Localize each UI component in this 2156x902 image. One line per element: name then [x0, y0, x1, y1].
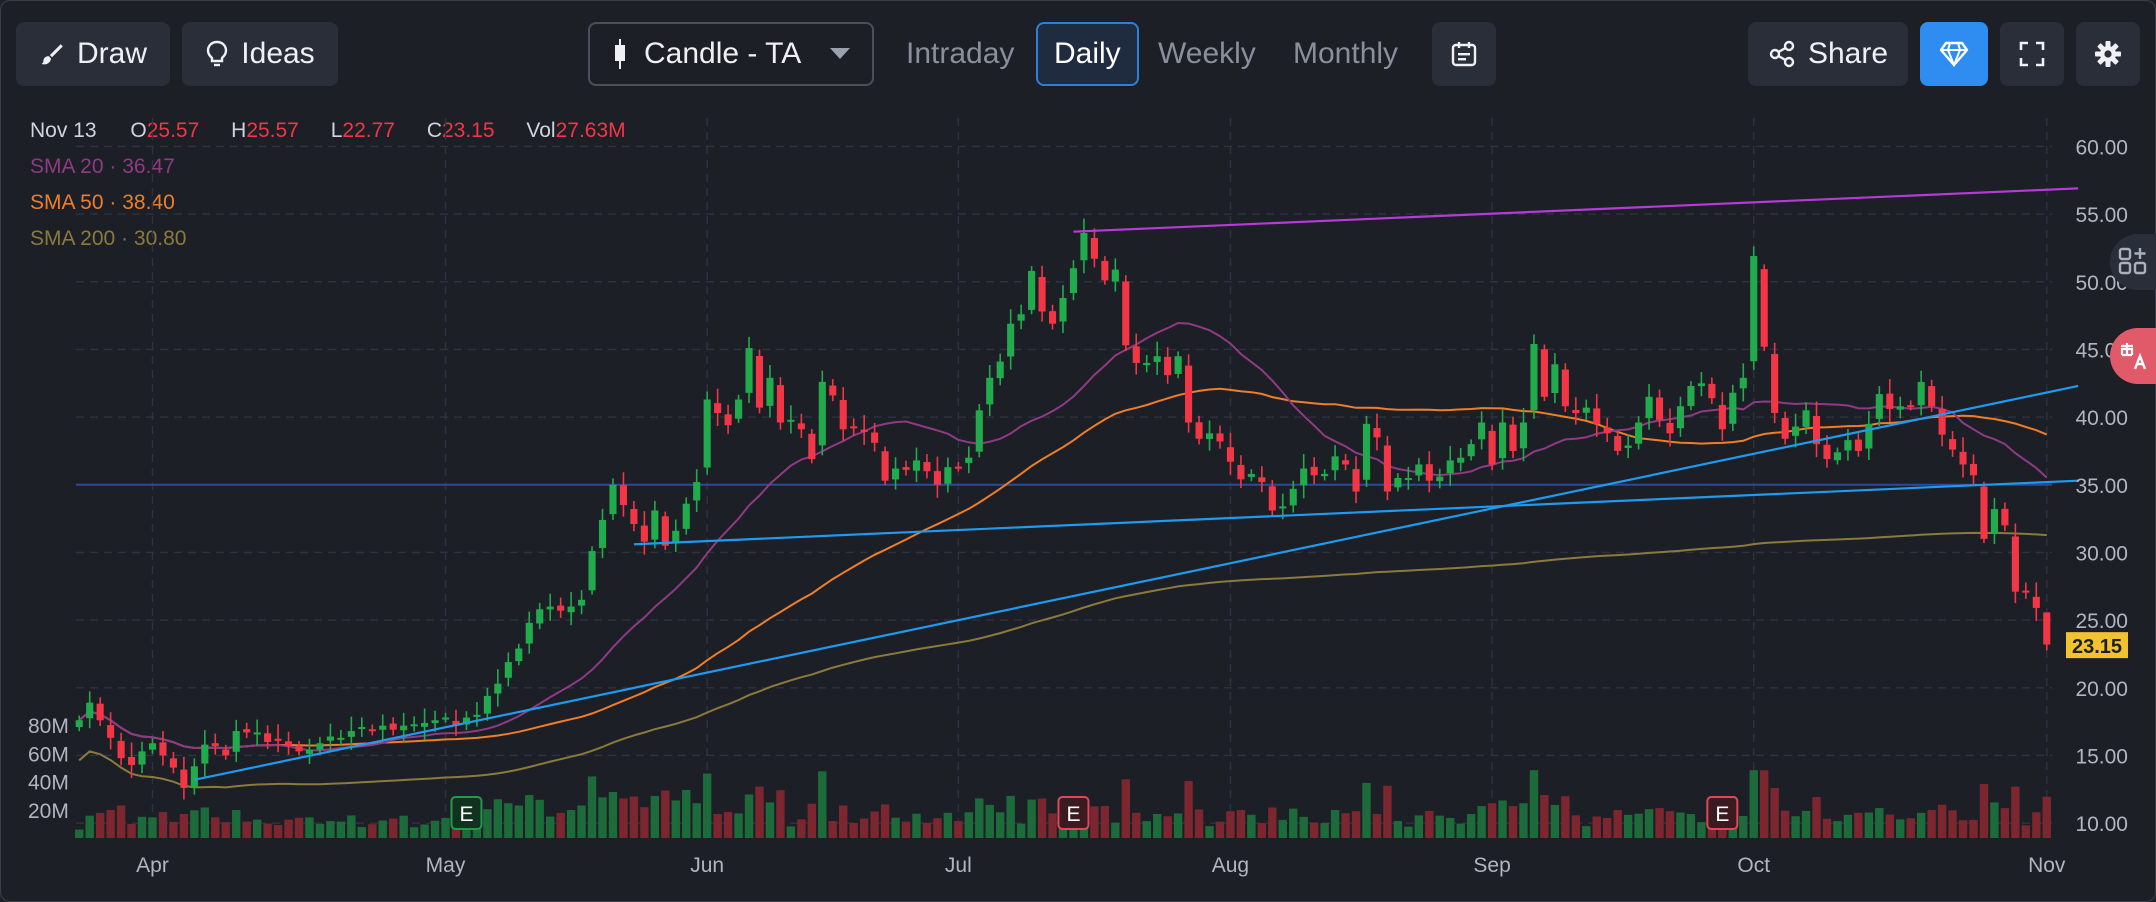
open-label: O	[130, 119, 147, 142]
sma200-value: 30.80	[133, 227, 187, 250]
high-label: H	[231, 119, 247, 142]
upgrade-button[interactable]	[1920, 22, 1988, 86]
translate-side-button[interactable]	[2110, 328, 2156, 384]
sma50-legend[interactable]: SMA 50 · 38.40	[30, 191, 175, 214]
tab-monthly[interactable]: Monthly	[1293, 37, 1399, 70]
diamond-icon	[1939, 41, 1969, 67]
draw-label: Draw	[76, 37, 147, 70]
sma200-legend[interactable]: SMA 200 · 30.80	[30, 227, 187, 250]
layout-side-button[interactable]	[2110, 234, 2156, 290]
sma20-value: 36.47	[122, 155, 175, 178]
low-value: 22.77	[342, 119, 395, 142]
sma50-value: 38.40	[122, 191, 175, 214]
low-label: L	[330, 119, 343, 142]
sma20-label: SMA 20	[30, 155, 104, 178]
brush-icon	[41, 44, 63, 65]
share-label: Share	[1807, 37, 1889, 70]
ideas-button[interactable]: Ideas	[182, 22, 338, 86]
open-value: 25.57	[146, 119, 200, 142]
candle-icon	[615, 39, 625, 69]
calendar-icon	[1451, 42, 1477, 67]
share-icon	[1769, 40, 1795, 68]
share-button[interactable]: Share	[1748, 22, 1908, 86]
tab-intraday[interactable]: Intraday	[906, 37, 1015, 70]
translate-icon	[2120, 343, 2147, 370]
sma50-label: SMA 50	[30, 191, 104, 214]
tab-daily[interactable]: Daily	[1036, 22, 1139, 86]
fullscreen-icon	[2019, 41, 2045, 67]
sma20-legend[interactable]: SMA 20 · 36.47	[30, 155, 175, 178]
volume-label: Vol	[526, 119, 556, 142]
ideas-label: Ideas	[241, 37, 315, 70]
close-value: 23.15	[441, 119, 495, 142]
tab-weekly[interactable]: Weekly	[1158, 37, 1256, 70]
close-label: C	[426, 119, 442, 142]
draw-button[interactable]: Draw	[16, 22, 170, 86]
settings-button[interactable]	[2076, 22, 2140, 86]
grid-add-icon	[2118, 247, 2147, 275]
ohlc-legend: Nov 13 O25.57 H25.57 L22.77 C23.15 Vol27…	[30, 119, 626, 143]
chart-type-label: Candle - TA	[644, 37, 802, 70]
chevron-down-icon	[830, 48, 850, 59]
calendar-button[interactable]	[1432, 22, 1496, 86]
gear-icon	[2095, 41, 2121, 67]
high-value: 25.57	[246, 119, 299, 142]
fullscreen-button[interactable]	[2000, 22, 2064, 86]
sma200-label: SMA 200	[30, 227, 116, 250]
lightbulb-icon	[207, 40, 228, 67]
volume-value: 27.63M	[555, 119, 626, 142]
chart-type-select[interactable]: Candle - TA	[588, 22, 874, 86]
ohlc-date: Nov 13	[30, 119, 97, 142]
